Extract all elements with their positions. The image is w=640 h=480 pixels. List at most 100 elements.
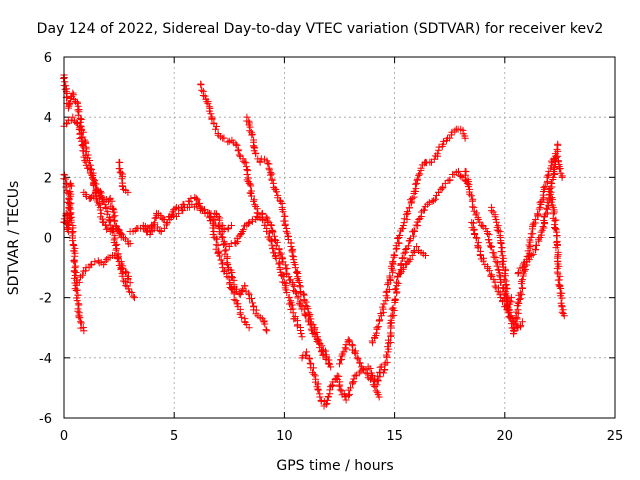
data-point [412, 221, 420, 229]
data-point [324, 360, 332, 368]
data-point [108, 226, 116, 234]
data-point [405, 204, 413, 212]
data-point [151, 214, 159, 222]
data-point [276, 249, 284, 257]
data-point [209, 231, 217, 239]
data-point [279, 208, 287, 216]
data-point [511, 324, 519, 332]
data-point [535, 205, 543, 213]
data-point [424, 200, 432, 208]
data-point [351, 348, 359, 356]
data-point [268, 241, 276, 249]
data-point [270, 232, 278, 240]
data-point [76, 314, 84, 322]
data-point [125, 285, 133, 293]
data-point [534, 210, 542, 218]
data-point [269, 228, 277, 236]
data-point [267, 222, 275, 230]
data-point [179, 207, 187, 215]
data-point [232, 140, 240, 148]
data-point [380, 369, 388, 377]
data-point [268, 176, 276, 184]
data-point [121, 268, 129, 276]
data-point [220, 134, 228, 142]
data-point [411, 180, 419, 188]
y-tick-label: 6 [44, 51, 52, 66]
data-point [73, 297, 81, 305]
y-tick-label: -2 [39, 292, 52, 307]
data-point [408, 252, 416, 260]
data-point [404, 242, 412, 250]
data-point [69, 113, 77, 121]
data-point [532, 241, 540, 249]
data-point [247, 192, 255, 200]
data-point [296, 327, 304, 335]
data-point [74, 307, 82, 315]
data-point [344, 336, 352, 344]
data-point [248, 295, 256, 303]
data-point [500, 276, 508, 284]
data-point [122, 282, 130, 290]
data-point [455, 167, 463, 175]
data-point [111, 234, 119, 242]
data-point [371, 382, 379, 390]
data-point [540, 217, 548, 225]
x-tick-labels: 0 5 10 15 20 25 [60, 429, 623, 444]
y-tick-labels: -6 -4 -2 0 2 4 6 [39, 51, 52, 427]
data-point [462, 168, 470, 176]
data-point [109, 213, 117, 221]
data-point [386, 272, 394, 280]
data-point [374, 377, 382, 385]
data-point [175, 209, 183, 217]
data-point [113, 245, 121, 253]
data-point [288, 301, 296, 309]
data-point [293, 289, 301, 297]
data-points [60, 71, 568, 410]
data-point [225, 274, 233, 282]
data-point [91, 258, 99, 266]
y-tick-label: 4 [44, 111, 52, 126]
data-point [536, 199, 544, 207]
data-point [75, 301, 83, 309]
data-point [399, 221, 407, 229]
data-point [264, 159, 272, 167]
data-point [207, 110, 215, 118]
data-point [74, 291, 82, 299]
data-point [283, 229, 291, 237]
data-point [220, 226, 228, 234]
data-point [61, 78, 69, 86]
data-point [247, 182, 255, 190]
data-point [263, 227, 271, 235]
data-point [112, 246, 120, 254]
plot-frame [63, 56, 616, 419]
y-tick-label: 2 [44, 171, 52, 186]
data-point [273, 238, 281, 246]
data-point [310, 364, 318, 372]
x-tick-label: 25 [607, 429, 624, 444]
data-point [493, 218, 501, 226]
x-tick-label: 5 [170, 429, 178, 444]
data-point [448, 128, 456, 136]
data-point [77, 318, 85, 326]
data-point [118, 175, 126, 183]
data-point [216, 252, 224, 260]
data-point [322, 400, 330, 408]
data-point [392, 285, 400, 293]
data-point [222, 246, 230, 254]
data-point [537, 198, 545, 206]
data-point [241, 282, 249, 290]
data-point [497, 247, 505, 255]
data-point [129, 292, 137, 300]
data-point [65, 194, 73, 202]
data-point [542, 210, 550, 218]
data-point [300, 297, 308, 305]
data-point [131, 294, 139, 302]
data-point [391, 286, 399, 294]
data-point [154, 223, 162, 231]
data-point [268, 226, 276, 234]
data-point [556, 272, 564, 280]
data-point [302, 312, 310, 320]
data-point [346, 390, 354, 398]
data-point [271, 253, 279, 261]
data-point [558, 294, 566, 302]
